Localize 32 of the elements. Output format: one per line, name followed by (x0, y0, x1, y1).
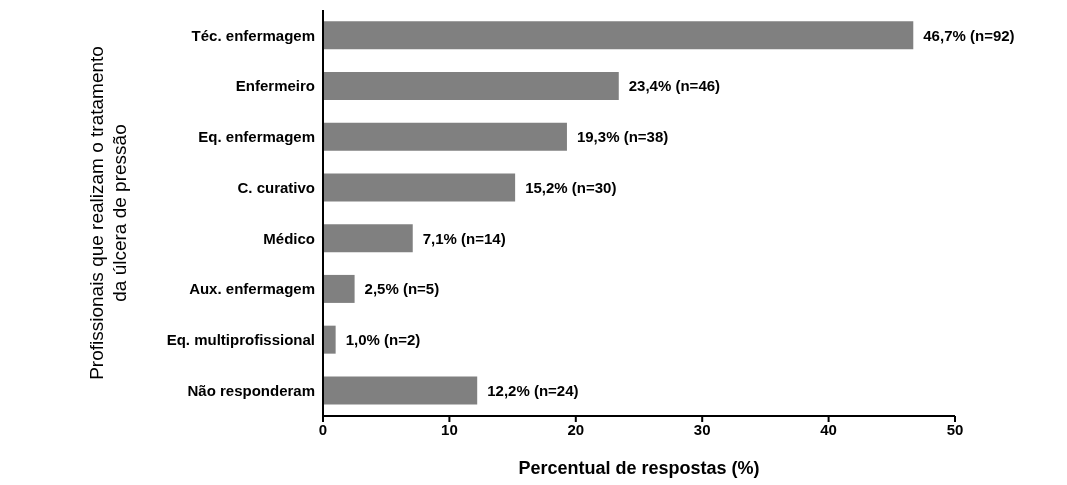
x-tick-label: 10 (441, 420, 458, 438)
data-label: 15,2% (n=30) (525, 178, 617, 196)
x-tick-label: 40 (820, 420, 837, 438)
bar (323, 224, 413, 253)
data-label: 19,3% (n=38) (576, 128, 669, 146)
y-tick-label: Eq. multiprofissional (166, 331, 315, 349)
y-tick-label: Não responderam (187, 381, 315, 399)
bar (323, 71, 619, 100)
x-tick-label: 50 (946, 420, 964, 438)
x-tick-label: 0 (318, 420, 328, 438)
y-tick-label: Aux. enfermagem (189, 280, 315, 298)
bar (323, 376, 478, 405)
data-label: 1,0% (n=2) (345, 331, 421, 349)
y-tick-label: Enfermeiro (235, 77, 315, 95)
data-label: 23,4% (n=46) (628, 77, 721, 95)
data-label: 7,1% (n=14) (422, 229, 506, 247)
data-label: 12,2% (n=24) (487, 381, 579, 399)
bar (323, 173, 516, 202)
bar (323, 325, 336, 354)
y-tick-label: Téc. enfermagem (191, 26, 315, 44)
y-tick-label: C. curativo (237, 178, 315, 196)
y-tick-label: Médico (263, 229, 315, 247)
data-label: 46,7% (n=92) (923, 26, 1015, 44)
x-tick-label: 20 (567, 420, 585, 438)
data-label: 2,5% (n=5) (364, 280, 440, 298)
x-axis-title: Percentual de respostas (%) (518, 458, 760, 478)
y-axis-title: Profissionais que realizam o tratamento da úlcera de pressão (86, 46, 131, 380)
bar (323, 122, 567, 151)
bar (323, 21, 914, 50)
x-tick-label: 30 (693, 420, 711, 438)
y-tick-label: Eq. enfermagem (198, 128, 315, 146)
bar (323, 274, 355, 303)
